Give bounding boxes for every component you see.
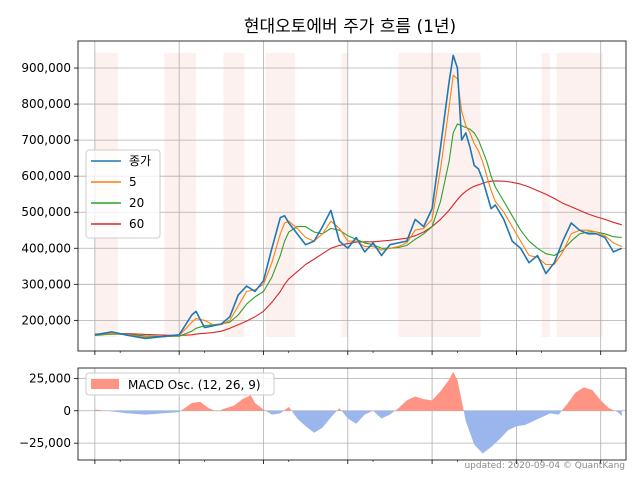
chart-title: 현대오토에버 주가 흐름 (1년) [244,17,456,37]
shaded-span [223,53,245,337]
legend-swatch-macd [91,379,119,389]
series-line-ma60 [94,180,622,337]
y-tick-label: 500,000 [21,205,71,219]
y-tick-label: 800,000 [21,97,71,111]
y-tick-label: 200,000 [21,313,71,327]
price-chart-panel: 200,000 300,000 400,000 500,000 600,000 700,0… [21,40,627,355]
price-legend: 종가 5 20 60 [85,149,161,239]
shaded-span [341,53,348,337]
shaded-span [556,53,603,337]
y-tick-label: −25,000 [19,436,71,450]
y-tick-label: 400,000 [21,241,71,255]
legend-label-ma5: 5 [129,175,137,189]
legend-label-macd: MACD Osc. (12, 26, 9) [128,378,261,392]
macd-chart-panel: −25,000 0 25,000 MACD Osc. (12, 26, 9) [19,367,627,464]
y-tick-label: 25,000 [29,371,71,385]
shaded-span [398,53,481,337]
series-line-ma5 [94,74,623,338]
legend-label-ma20: 20 [129,196,144,210]
macd-legend: MACD Osc. (12, 26, 9) [85,372,275,396]
legend-box [85,149,161,239]
series-line-ma20 [94,123,622,338]
y-tick-label: 300,000 [21,277,71,291]
shaded-span [265,53,296,337]
legend-label-ma60: 60 [129,217,144,231]
legend-label-close: 종가 [129,154,151,168]
footer-note: updated: 2020-09-04 © QuantKang [464,461,625,471]
shaded-span [164,53,197,337]
y-tick-label: 700,000 [21,133,71,147]
y-tick-label: 0 [63,404,71,418]
shaded-span [541,53,551,337]
series-line-close [94,54,623,340]
y-tick-label: 600,000 [21,169,71,183]
macd-legend-box [85,372,275,396]
macd-area-negative [94,410,622,454]
y-tick-label: 900,000 [21,61,71,75]
price-chart-frame [77,40,627,352]
macd-area-positive [94,371,622,411]
macd-chart-frame [77,367,627,461]
